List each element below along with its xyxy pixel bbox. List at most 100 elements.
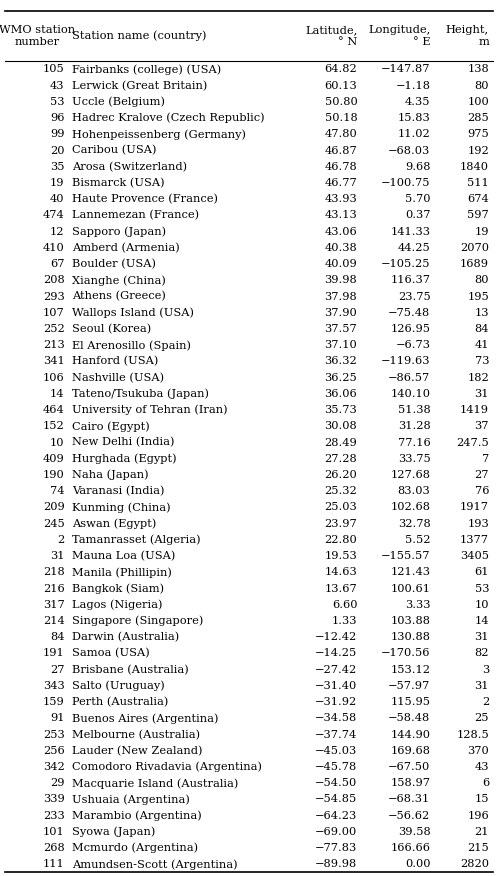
Text: 182: 182 <box>467 372 489 383</box>
Text: 141.33: 141.33 <box>390 227 430 237</box>
Text: 3.33: 3.33 <box>405 600 430 610</box>
Text: 83.03: 83.03 <box>398 486 430 496</box>
Text: 1917: 1917 <box>460 503 489 512</box>
Text: −77.83: −77.83 <box>315 844 357 853</box>
Text: 43: 43 <box>475 762 489 772</box>
Text: 128.5: 128.5 <box>456 730 489 739</box>
Text: 1419: 1419 <box>460 405 489 415</box>
Text: −54.50: −54.50 <box>315 778 357 788</box>
Text: 91: 91 <box>50 713 64 724</box>
Text: 339: 339 <box>43 795 64 804</box>
Text: 370: 370 <box>467 745 489 756</box>
Text: 1689: 1689 <box>460 259 489 269</box>
Text: 152: 152 <box>43 421 64 431</box>
Text: Singapore (Singapore): Singapore (Singapore) <box>72 616 204 626</box>
Text: −31.92: −31.92 <box>315 697 357 707</box>
Text: 158.97: 158.97 <box>390 778 430 788</box>
Text: Hurghada (Egypt): Hurghada (Egypt) <box>72 454 177 464</box>
Text: 27: 27 <box>50 665 64 675</box>
Text: 50.80: 50.80 <box>325 97 357 107</box>
Text: 409: 409 <box>43 454 64 463</box>
Text: 107: 107 <box>43 307 64 318</box>
Text: 208: 208 <box>43 275 64 286</box>
Text: 10: 10 <box>475 600 489 610</box>
Text: Uccle (Belgium): Uccle (Belgium) <box>72 96 165 107</box>
Text: Naha (Japan): Naha (Japan) <box>72 470 149 480</box>
Text: 3405: 3405 <box>460 551 489 562</box>
Text: 43: 43 <box>50 81 64 90</box>
Text: Athens (Greece): Athens (Greece) <box>72 292 166 301</box>
Text: Cairo (Egypt): Cairo (Egypt) <box>72 421 150 432</box>
Text: 169.68: 169.68 <box>390 745 430 756</box>
Text: Lerwick (Great Britain): Lerwick (Great Britain) <box>72 81 208 91</box>
Text: 35: 35 <box>50 162 64 172</box>
Text: −45.03: −45.03 <box>315 745 357 756</box>
Text: 975: 975 <box>467 130 489 139</box>
Text: Aswan (Egypt): Aswan (Egypt) <box>72 519 157 529</box>
Text: −100.75: −100.75 <box>381 178 430 188</box>
Text: 138: 138 <box>467 65 489 74</box>
Text: Amberd (Armenia): Amberd (Armenia) <box>72 243 180 253</box>
Text: −67.50: −67.50 <box>388 762 430 772</box>
Text: 2070: 2070 <box>460 243 489 253</box>
Text: 245: 245 <box>43 519 64 529</box>
Text: 7: 7 <box>482 454 489 463</box>
Text: 84: 84 <box>50 632 64 642</box>
Text: 192: 192 <box>467 145 489 156</box>
Text: 31: 31 <box>475 389 489 399</box>
Text: 41: 41 <box>475 340 489 350</box>
Text: Tamanrasset (Algeria): Tamanrasset (Algeria) <box>72 534 201 545</box>
Text: 343: 343 <box>43 681 64 691</box>
Text: 76: 76 <box>475 486 489 496</box>
Text: 166.66: 166.66 <box>390 844 430 853</box>
Text: Lannemezan (France): Lannemezan (France) <box>72 210 200 221</box>
Text: −64.23: −64.23 <box>315 810 357 821</box>
Text: Amundsen-Scott (Argentina): Amundsen-Scott (Argentina) <box>72 859 238 870</box>
Text: 37.57: 37.57 <box>325 324 357 334</box>
Text: 196: 196 <box>467 810 489 821</box>
Text: Arosa (Switzerland): Arosa (Switzerland) <box>72 161 188 172</box>
Text: Wallops Island (USA): Wallops Island (USA) <box>72 307 194 318</box>
Text: 233: 233 <box>43 810 64 821</box>
Text: Xianghe (China): Xianghe (China) <box>72 275 166 286</box>
Text: 44.25: 44.25 <box>398 243 430 253</box>
Text: 5.52: 5.52 <box>405 535 430 545</box>
Text: 464: 464 <box>43 405 64 415</box>
Text: −119.63: −119.63 <box>381 357 430 366</box>
Text: 19.53: 19.53 <box>325 551 357 562</box>
Text: −34.58: −34.58 <box>315 713 357 724</box>
Text: 77.16: 77.16 <box>398 438 430 448</box>
Text: 32.78: 32.78 <box>398 519 430 529</box>
Text: 61: 61 <box>475 568 489 577</box>
Text: 46.87: 46.87 <box>325 145 357 156</box>
Text: 159: 159 <box>43 697 64 707</box>
Text: 13.67: 13.67 <box>325 583 357 594</box>
Text: −12.42: −12.42 <box>315 632 357 642</box>
Text: 127.68: 127.68 <box>390 470 430 480</box>
Text: 37.10: 37.10 <box>325 340 357 350</box>
Text: Comodoro Rivadavia (Argentina): Comodoro Rivadavia (Argentina) <box>72 762 262 773</box>
Text: 22.80: 22.80 <box>325 535 357 545</box>
Text: 14: 14 <box>475 616 489 626</box>
Text: −170.56: −170.56 <box>381 648 430 659</box>
Text: 14.63: 14.63 <box>325 568 357 577</box>
Text: 36.32: 36.32 <box>325 357 357 366</box>
Text: −56.62: −56.62 <box>388 810 430 821</box>
Text: Macquarie Island (Australia): Macquarie Island (Australia) <box>72 778 239 788</box>
Text: Boulder (USA): Boulder (USA) <box>72 259 156 269</box>
Text: −69.00: −69.00 <box>315 827 357 837</box>
Text: 31: 31 <box>50 551 64 562</box>
Text: Samoa (USA): Samoa (USA) <box>72 648 150 659</box>
Text: −105.25: −105.25 <box>381 259 430 269</box>
Text: 285: 285 <box>467 113 489 124</box>
Text: 40.38: 40.38 <box>325 243 357 253</box>
Text: 11.02: 11.02 <box>398 130 430 139</box>
Text: −75.48: −75.48 <box>388 307 430 318</box>
Text: Caribou (USA): Caribou (USA) <box>72 145 157 156</box>
Text: Hanford (USA): Hanford (USA) <box>72 357 159 367</box>
Text: 36.25: 36.25 <box>325 372 357 383</box>
Text: 36.06: 36.06 <box>325 389 357 399</box>
Text: New Delhi (India): New Delhi (India) <box>72 437 175 448</box>
Text: 46.78: 46.78 <box>325 162 357 172</box>
Text: 105: 105 <box>43 65 64 74</box>
